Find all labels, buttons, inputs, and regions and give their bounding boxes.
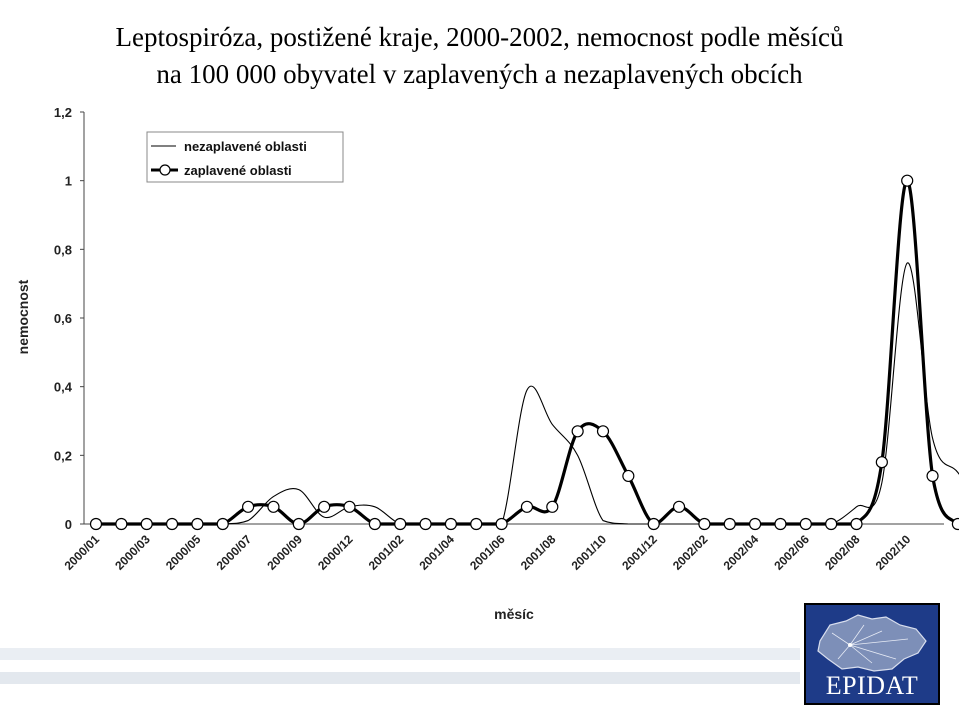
logo-text: EPIDAT	[825, 671, 919, 700]
data-point-zaplavene	[748, 517, 762, 531]
y-tick-label: 1	[65, 174, 72, 189]
data-point-zaplavene	[419, 517, 432, 531]
x-tick-label: 2000/09	[264, 532, 305, 573]
legend-box	[146, 131, 344, 183]
x-tick-label: 2002/06	[771, 532, 812, 573]
data-point-zaplavene	[698, 517, 711, 531]
czech-map-icon	[817, 614, 927, 672]
data-point-zaplavene	[368, 517, 381, 531]
y-tick-label: 0,4	[54, 380, 73, 395]
data-point-zaplavene	[318, 500, 331, 513]
data-point-zaplavene	[571, 425, 584, 438]
x-tick-label: 2000/01	[62, 532, 103, 573]
data-point-zaplavene	[292, 517, 305, 531]
data-point-zaplavene	[216, 517, 229, 531]
data-point-zaplavene	[951, 517, 959, 531]
epidat-logo: EPIDAT	[804, 603, 940, 705]
x-tick-label: 2000/12	[315, 532, 356, 573]
y-tick-label: 0	[65, 517, 72, 532]
x-tick-label: 2000/07	[214, 532, 255, 573]
series-line-nezaplavene	[96, 262, 959, 525]
data-point-zaplavene	[470, 517, 483, 531]
data-point-zaplavene	[343, 500, 356, 513]
legend-label-zaplavene: zaplavené oblasti	[184, 163, 292, 178]
x-tick-label: 2002/02	[670, 532, 711, 573]
data-point-zaplavene	[901, 174, 914, 187]
data-point-zaplavene	[799, 517, 812, 531]
data-point-zaplavene	[394, 517, 407, 531]
data-point-zaplavene	[774, 517, 787, 531]
footer-band-bottom	[0, 672, 800, 684]
data-point-zaplavene	[546, 500, 559, 513]
data-point-zaplavene	[596, 425, 610, 438]
y-tick-label: 0,2	[54, 448, 72, 463]
data-point-zaplavene	[267, 500, 280, 513]
x-tick-label: 2001/10	[569, 532, 610, 573]
data-point-zaplavene	[140, 517, 153, 531]
footer-band-top	[0, 648, 800, 660]
data-point-zaplavene	[89, 517, 103, 531]
data-point-zaplavene	[850, 517, 863, 531]
x-tick-label: 2000/05	[163, 532, 204, 573]
x-tick-label: 2001/12	[619, 532, 660, 573]
data-point-zaplavene	[165, 517, 179, 531]
chart-title-line1: Leptospiróza, postižené kraje, 2000-2002…	[115, 22, 844, 52]
y-tick-label: 1,2	[54, 105, 72, 120]
legend: nezaplavené oblasti zaplavené oblasti	[146, 131, 344, 183]
x-axis-title: měsíc	[494, 606, 534, 622]
x-tick-label: 2001/04	[416, 532, 457, 573]
y-tick-label: 0,8	[54, 242, 72, 257]
x-tick-label: 2002/04	[721, 532, 762, 573]
y-tick-label: 0,6	[54, 311, 72, 326]
x-tick-label: 2001/08	[518, 532, 559, 573]
data-point-zaplavene	[520, 500, 534, 513]
chart-title-line2: na 100 000 obyvatel v zaplavených a neza…	[156, 59, 803, 89]
data-point-zaplavene	[875, 456, 888, 469]
data-point-zaplavene	[495, 517, 508, 531]
data-point-zaplavene	[242, 500, 255, 513]
x-tick-label: 2002/08	[822, 532, 863, 573]
legend-label-nezaplavene: nezaplavené oblasti	[184, 139, 307, 154]
legend-marker-zaplavene	[159, 164, 171, 176]
data-point-zaplavene	[825, 517, 838, 531]
data-point-zaplavene	[926, 469, 939, 483]
data-point-zaplavene	[444, 517, 457, 531]
data-point-zaplavene	[723, 517, 736, 531]
data-point-zaplavene	[191, 517, 204, 531]
data-point-zaplavene	[647, 517, 660, 531]
data-point-zaplavene	[115, 517, 128, 531]
x-tick-label: 2002/10	[873, 532, 914, 573]
x-tick-label: 2001/06	[467, 532, 508, 573]
data-point-zaplavene	[622, 469, 635, 483]
x-tick-label: 2001/02	[366, 532, 407, 573]
y-axis-title: nemocnost	[15, 279, 31, 354]
x-tick-label: 2000/03	[112, 532, 153, 573]
series-line-zaplavene	[96, 179, 959, 526]
data-point-zaplavene	[672, 500, 686, 513]
